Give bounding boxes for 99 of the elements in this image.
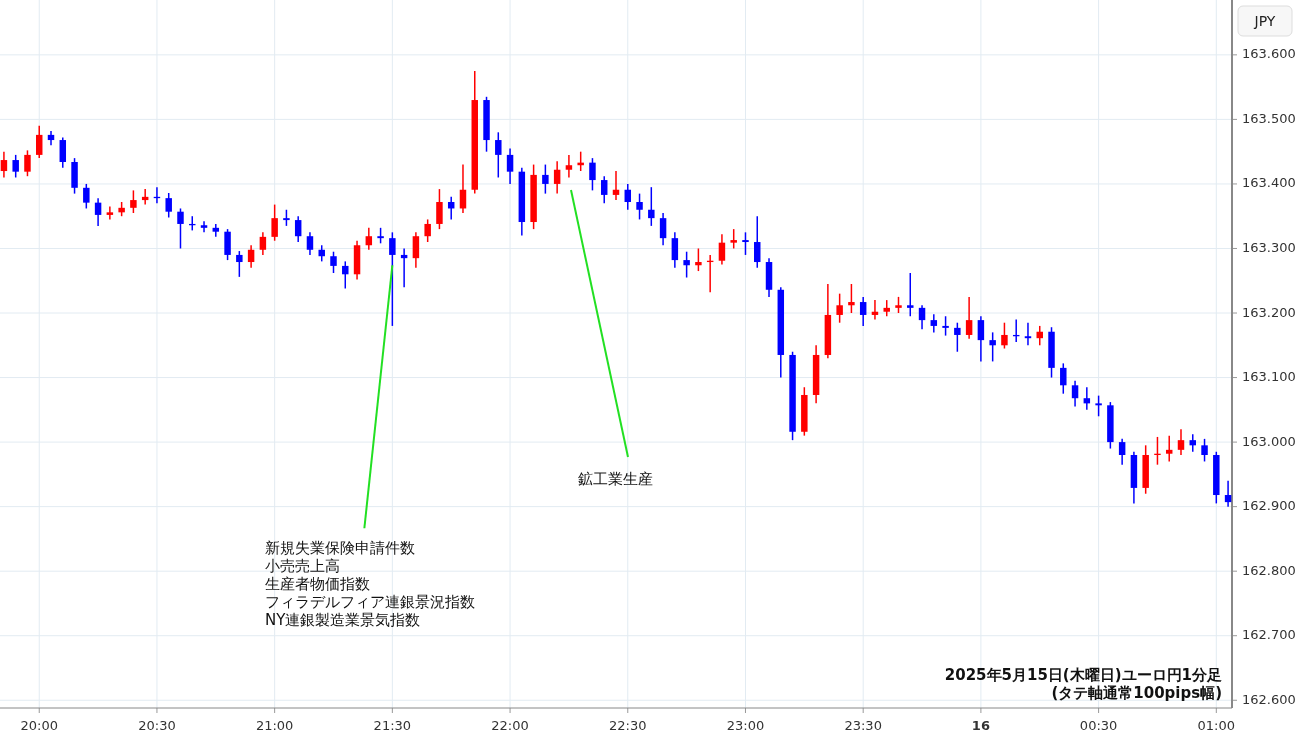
candlestick [636,192,643,221]
candlestick [247,244,255,269]
candlestick [565,154,573,179]
annotation: NY連銀製造業景気指数 [265,611,421,629]
x-tick-label: 21:00 [255,718,294,733]
x-tick-label: 23:30 [844,718,882,733]
candlestick [918,304,926,330]
x-tick-label: 22:30 [609,718,647,733]
candlestick [977,315,985,363]
candlestick [495,131,502,179]
x-tick-label: 22:00 [491,718,529,733]
y-tick-label: 163.100 [1242,369,1296,385]
x-tick-label: 01:00 [1197,718,1236,733]
candlestick [671,231,679,269]
candlestick [83,183,90,210]
x-tick-label: 16 [971,718,990,733]
candlestick [1083,386,1091,411]
candlestick [1201,438,1208,463]
x-tick-label: 20:00 [20,718,58,733]
candlestick [177,207,184,250]
candlestick [836,292,843,324]
candlestick [683,250,690,279]
candlestick [59,136,67,169]
candlestick [412,231,420,269]
candlestick [506,147,514,185]
y-tick-label: 162.600 [1242,691,1296,707]
y-tick-label: 163.500 [1242,110,1296,126]
candlestick [130,189,137,214]
annotation: 新規失業保険申請件数 [265,539,415,557]
candlestick [1071,380,1079,408]
candlestick [553,160,561,195]
candlestick [542,163,549,195]
candlestick [648,186,655,227]
candlestick [930,313,938,334]
candlestick [942,315,949,337]
candlestick [848,283,855,314]
candlestick [236,250,243,278]
candlestick [1165,434,1173,463]
candlestick [200,220,208,234]
candlestick [36,125,43,159]
candlestick [94,197,102,227]
candlestick [306,231,314,256]
x-tick-label: 23:00 [726,718,765,733]
candlestick [12,154,19,179]
candlestick [389,231,396,327]
candlestick [1001,321,1008,350]
candlestick [965,296,973,340]
x-tick-label: 21:30 [373,718,412,733]
y-tick-label: 162.800 [1242,562,1296,578]
candlestick [165,192,172,219]
candlestick [330,250,337,274]
annotation: 小売売上高 [265,557,340,575]
annotation: フィラデルフィア連銀景況指数 [265,593,475,611]
candlestick [1024,321,1032,347]
y-tick-label: 162.700 [1242,627,1296,643]
candlestick [589,157,596,192]
x-tick-label: 00:30 [1079,718,1118,733]
candlestick [624,183,632,211]
candlestick [754,215,761,269]
candlestick [106,205,114,221]
candlestick [859,296,867,327]
annotation: 鉱工業生産 [578,470,653,488]
candlestick [612,170,620,201]
candlestick [989,331,996,363]
candlestick [224,228,231,261]
candlestick [907,272,914,317]
candlestick [1177,428,1185,456]
candlestick [365,227,373,251]
candlestick [294,215,302,243]
candlestick [600,175,608,205]
annotation: 2025年5月15日(木曜日)ユーロ円1分足 [944,666,1222,684]
candlestick [1095,394,1102,418]
candlestick [259,231,267,256]
candlestick [1189,433,1196,453]
candlestick [436,188,443,230]
candlestick [742,231,749,256]
y-tick-label: 162.900 [1242,498,1296,514]
candlestick [342,260,349,290]
y-tick-label: 163.300 [1242,239,1296,255]
candlestick [695,247,702,272]
candlestick [718,233,726,266]
y-tick-label: 163.200 [1242,304,1296,320]
candlestick [1118,438,1126,466]
candlestick [24,149,31,177]
candlestick [1060,362,1067,395]
y-tick-label: 163.400 [1242,175,1296,191]
candlestick [730,228,737,250]
x-tick-label: 20:30 [138,718,176,733]
candlestick [954,321,961,353]
annotation: 生産者物価指数 [265,575,370,593]
candlestick [659,212,667,246]
annotation: (タテ軸通常100pips幅) [1051,684,1222,702]
y-tick-label: 163.600 [1242,46,1296,62]
candlestick [0,150,8,179]
candlestick [424,218,431,243]
candlestick [212,223,220,238]
y-axis-title: JPY [1253,13,1276,29]
y-tick-label: 163.000 [1242,433,1296,449]
candlestick [271,203,278,242]
